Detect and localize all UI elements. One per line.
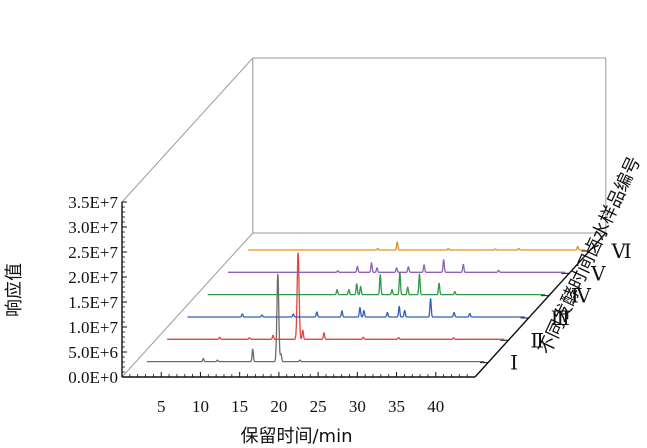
y-tick-label: 2.5E+7 [68, 243, 118, 262]
series-trace-2 [166, 252, 505, 340]
x-axis-title: 保留时间/min [240, 426, 352, 447]
series-label-4: Ⅳ [571, 286, 592, 308]
axes [121, 201, 607, 378]
frame-top-edges [121, 57, 607, 233]
x-tick-label: 5 [157, 397, 166, 416]
y-tick-label: 1.0E+7 [68, 318, 118, 337]
series-label-6: Ⅵ [610, 241, 631, 263]
series-trace-6 [247, 241, 586, 251]
floor-left-edge [121, 232, 254, 378]
y-tick-label: 3.0E+7 [68, 218, 118, 237]
x-tick-label: 20 [270, 397, 287, 416]
series-trace-5 [227, 259, 566, 273]
y-tick-label: 1.5E+7 [68, 293, 118, 312]
x-tick-label: 30 [349, 397, 366, 416]
x-tick-label: 40 [427, 397, 444, 416]
series-label-3: Ⅲ [551, 308, 570, 330]
series-traces [146, 241, 586, 363]
x-tick-label: 10 [192, 397, 209, 416]
x-tick-label: 35 [388, 397, 405, 416]
series-label-1: Ⅰ [510, 353, 518, 375]
series-label-5: Ⅴ [590, 263, 606, 285]
x-tick-label: 15 [231, 397, 248, 416]
box-frame [121, 57, 607, 378]
series-trace-4 [207, 271, 546, 296]
y-tick-label: 0.0E+0 [68, 368, 118, 387]
series-trace-1 [146, 273, 485, 363]
y-tick-label: 5.0E+6 [68, 343, 118, 362]
x-tick-label: 25 [310, 397, 327, 416]
y-axis-title: 响应值 [4, 263, 25, 317]
series-label-2: Ⅱ [530, 330, 544, 352]
series-trace-3 [186, 297, 526, 318]
y-tick-label: 3.5E+7 [68, 193, 118, 212]
y-tick-label: 2.0E+7 [68, 268, 118, 287]
axis-labels: 0.0E+0 5.0E+6 1.0E+7 1.5E+7 2.0E+7 2.5E+7 3.0E… [4, 153, 645, 447]
depth-axis-line [474, 232, 607, 378]
